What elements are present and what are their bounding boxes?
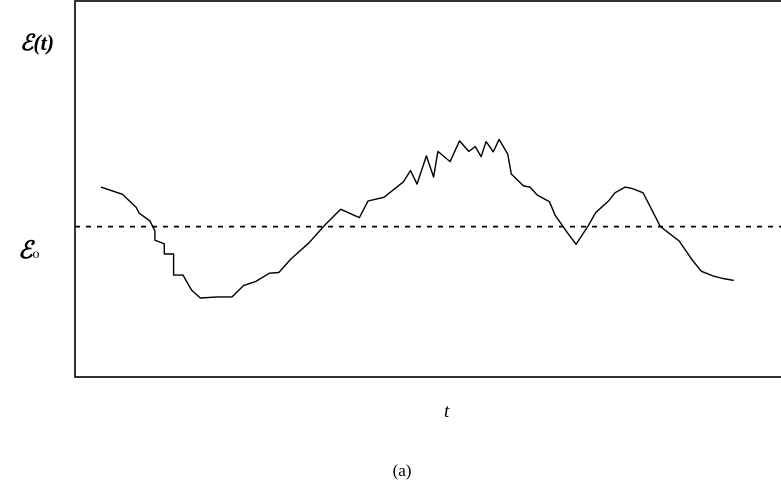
figure-caption: (a) [393, 461, 412, 480]
x-axis-label: t [444, 401, 450, 422]
reference-line-label: ℰo [18, 238, 40, 264]
series-line [100, 138, 734, 299]
y-axis-label: ℰ(t) [20, 30, 54, 55]
plot-frame [74, 0, 781, 378]
